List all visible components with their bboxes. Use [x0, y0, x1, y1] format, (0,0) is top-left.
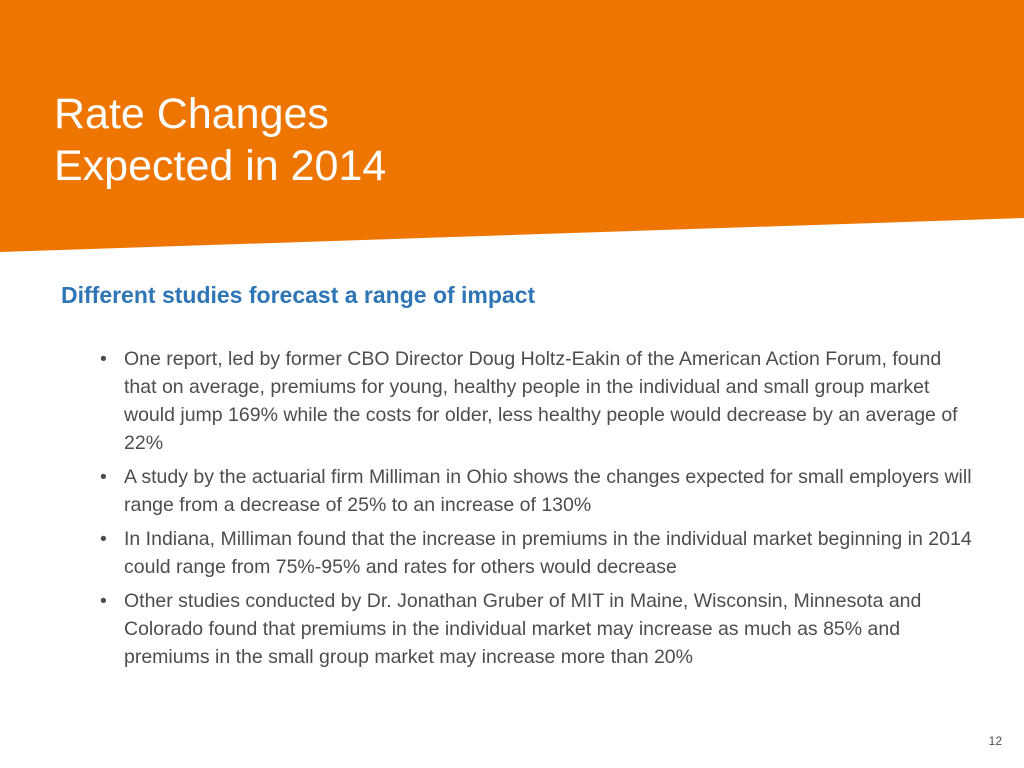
page-number: 12	[988, 734, 1002, 748]
bullet-text: One report, led by former CBO Director D…	[124, 348, 958, 454]
bullet-item: • A study by the actuarial firm Milliman…	[100, 463, 975, 519]
slide-title-line-2: Expected in 2014	[54, 142, 387, 190]
bullet-text: Other studies conducted by Dr. Jonathan …	[124, 590, 922, 668]
bullet-item: • In Indiana, Milliman found that the in…	[100, 525, 975, 581]
bullet-dot-icon: •	[100, 466, 107, 488]
bullet-text: In Indiana, Milliman found that the incr…	[124, 528, 972, 578]
bullet-list: • One report, led by former CBO Director…	[100, 345, 975, 677]
header-banner	[0, 0, 1024, 255]
slide-title: Rate Changes Expected in 2014	[54, 88, 386, 192]
banner-shape	[0, 0, 1024, 252]
bullet-dot-icon: •	[100, 528, 107, 550]
bullet-item: • One report, led by former CBO Director…	[100, 345, 975, 457]
slide-subtitle: Different studies forecast a range of im…	[61, 282, 536, 308]
bullet-item: • Other studies conducted by Dr. Jonatha…	[100, 587, 975, 671]
bullet-text: A study by the actuarial firm Milliman i…	[124, 466, 972, 516]
slide-title-line-1: Rate Changes	[54, 90, 329, 138]
bullet-dot-icon: •	[100, 590, 107, 612]
bullet-dot-icon: •	[100, 348, 107, 370]
